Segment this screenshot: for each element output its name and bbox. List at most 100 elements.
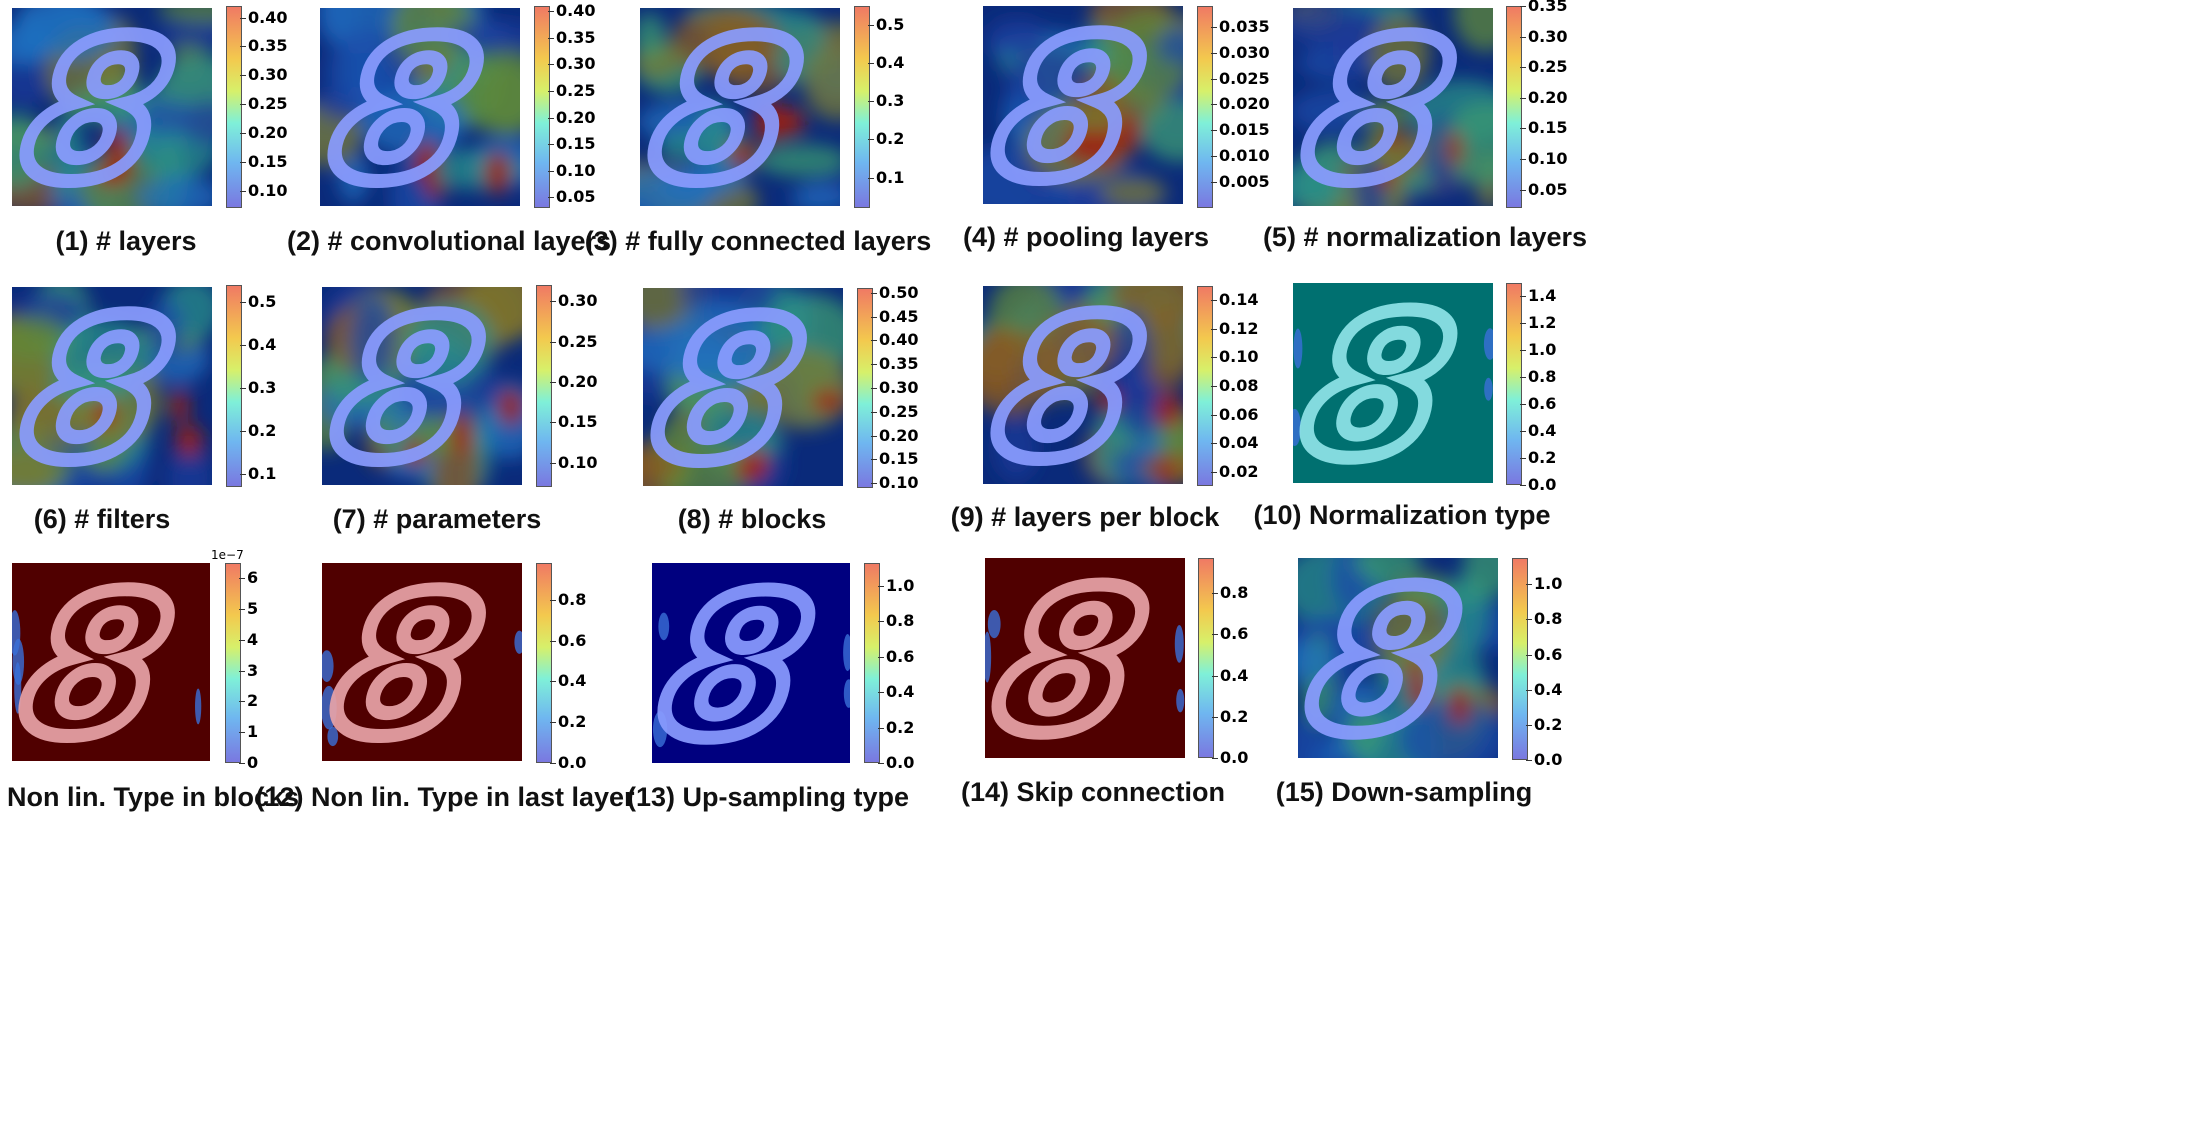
saliency-heatmap: 8 xyxy=(322,287,522,485)
colorbar-scale-label: 1e−7 xyxy=(211,548,244,562)
colorbar-tick-label: 0.05 xyxy=(547,187,596,206)
colorbar xyxy=(1197,6,1213,208)
colorbar-tick-label: 0.0 xyxy=(549,753,587,772)
colorbar-tick-label: 0.40 xyxy=(870,330,919,349)
colorbar-tick-label: 0.4 xyxy=(877,682,915,701)
colorbar-tick-label: 0.6 xyxy=(877,647,915,666)
colorbar-tick-label: 0.025 xyxy=(1211,69,1270,88)
colorbar-tick-label: 0.15 xyxy=(239,152,288,171)
saliency-heatmap: 8 xyxy=(983,6,1183,204)
colorbar-tick-label: 0.2 xyxy=(1525,715,1563,734)
colorbar-tick-label: 1.2 xyxy=(1519,313,1557,332)
colorbar-tick-label: 0.25 xyxy=(239,94,288,113)
colorbar-tick-label: 0.35 xyxy=(1519,0,1568,15)
colorbar-tick-label: 0.10 xyxy=(1210,347,1259,366)
colorbar-tick-label: 0.15 xyxy=(1519,118,1568,137)
colorbar-tick-label: 0.6 xyxy=(1211,624,1249,643)
colorbar-tick-label: 0.40 xyxy=(547,1,596,20)
colorbar xyxy=(864,563,880,763)
panel-caption: (9) # layers per block xyxy=(950,502,1220,532)
panel-caption: (7) # parameters xyxy=(332,504,542,534)
colorbar xyxy=(1198,558,1214,758)
panel-caption: (15) Down-sampling xyxy=(1275,777,1533,807)
colorbar-tick-label: 0.4 xyxy=(867,53,905,72)
colorbar-tick-label: 0.10 xyxy=(239,181,288,200)
colorbar-tick-label: 0.45 xyxy=(870,307,919,326)
colorbar-tick-label: 0.010 xyxy=(1211,146,1270,165)
colorbar-tick-label: 0.4 xyxy=(549,671,587,690)
colorbar-tick-label: 0.25 xyxy=(1519,57,1568,76)
colorbar-tick-label: 0.8 xyxy=(1519,367,1557,386)
colorbar-tick-label: 0.8 xyxy=(1525,609,1563,628)
colorbar-tick-label: 0.5 xyxy=(867,15,905,34)
colorbar-tick-label: 0.25 xyxy=(547,81,596,100)
saliency-heatmap: 8 xyxy=(652,563,850,763)
colorbar-tick-label: 0.35 xyxy=(870,354,919,373)
saliency-heatmap: 8 xyxy=(640,8,840,206)
colorbar-tick-label: 0.20 xyxy=(870,426,919,445)
colorbar-tick-label: 0.15 xyxy=(870,449,919,468)
saliency-heatmap: 8 xyxy=(983,286,1183,484)
colorbar-tick-label: 0.08 xyxy=(1210,376,1259,395)
saliency-heatmap: 8 xyxy=(320,8,520,206)
colorbar-tick-label: 1.0 xyxy=(1519,340,1557,359)
colorbar-tick-label: 0.25 xyxy=(870,402,919,421)
colorbar-tick-label: 0.4 xyxy=(1519,421,1557,440)
heatmap-background xyxy=(1293,283,1493,483)
colorbar-tick-label: 0.04 xyxy=(1210,433,1259,452)
colorbar xyxy=(536,285,552,487)
colorbar-tick-label: 0.2 xyxy=(1211,707,1249,726)
heatmap-background xyxy=(985,558,1185,758)
colorbar-tick-label: 0.0 xyxy=(1211,748,1249,767)
colorbar-tick-label: 0.06 xyxy=(1210,405,1259,424)
colorbar-tick-label: 0 xyxy=(238,753,259,772)
colorbar-tick-label: 0.6 xyxy=(1525,645,1563,664)
colorbar-tick-label: 0.2 xyxy=(877,718,915,737)
colorbar-tick-label: 0.25 xyxy=(549,332,598,351)
colorbar-tick-label: 0.020 xyxy=(1211,94,1270,113)
colorbar xyxy=(1506,283,1522,485)
heatmap-background xyxy=(652,563,850,763)
colorbar-tick-label: 0.35 xyxy=(547,28,596,47)
saliency-heatmap: 8 xyxy=(322,563,522,761)
panel-caption: (11) Non lin. Type in blocks xyxy=(0,782,300,812)
colorbar-tick-label: 0.4 xyxy=(1525,680,1563,699)
colorbar xyxy=(226,6,242,208)
colorbar-tick-label: 0.15 xyxy=(547,134,596,153)
panel-caption: (10) Normalization type xyxy=(1253,500,1551,530)
colorbar-tick-label: 0.30 xyxy=(870,378,919,397)
colorbar xyxy=(536,563,552,763)
panel-caption: (4) # pooling layers xyxy=(962,222,1210,252)
colorbar-tick-label: 0.8 xyxy=(1211,583,1249,602)
colorbar-tick-label: 0.10 xyxy=(547,161,596,180)
colorbar-tick-label: 4 xyxy=(238,630,259,649)
colorbar-tick-label: 0.30 xyxy=(1519,27,1568,46)
colorbar-tick-label: 0.2 xyxy=(239,421,277,440)
colorbar-tick-label: 0.4 xyxy=(239,335,277,354)
colorbar-tick-label: 0.02 xyxy=(1210,462,1259,481)
colorbar-tick-label: 0.6 xyxy=(1519,394,1557,413)
heatmap-background xyxy=(12,563,210,761)
colorbar-tick-label: 0.8 xyxy=(877,611,915,630)
colorbar-tick-label: 1.0 xyxy=(877,576,915,595)
colorbar-tick-label: 0.5 xyxy=(239,292,277,311)
panel-caption: (6) # filters xyxy=(33,504,171,534)
colorbar-tick-label: 2 xyxy=(238,691,259,710)
colorbar-tick-label: 0.035 xyxy=(1211,17,1270,36)
panel-caption: (8) # blocks xyxy=(677,504,827,534)
colorbar-tick-label: 0.20 xyxy=(1519,88,1568,107)
colorbar xyxy=(534,6,550,208)
panel-caption: (1) # layers xyxy=(55,226,197,256)
colorbar-tick-label: 0.35 xyxy=(239,36,288,55)
colorbar-tick-label: 0.2 xyxy=(549,712,587,731)
colorbar-tick-label: 0.2 xyxy=(867,129,905,148)
colorbar-tick-label: 0.10 xyxy=(549,453,598,472)
saliency-heatmap: 8 xyxy=(985,558,1185,758)
colorbar-tick-label: 0.1 xyxy=(239,464,277,483)
colorbar-tick-label: 1.4 xyxy=(1519,286,1557,305)
colorbar-tick-label: 0.20 xyxy=(547,108,596,127)
colorbar-tick-label: 3 xyxy=(238,661,259,680)
saliency-heatmap: 8 xyxy=(1298,558,1498,758)
colorbar-tick-label: 0.15 xyxy=(549,412,598,431)
colorbar-tick-label: 0.10 xyxy=(1519,149,1568,168)
